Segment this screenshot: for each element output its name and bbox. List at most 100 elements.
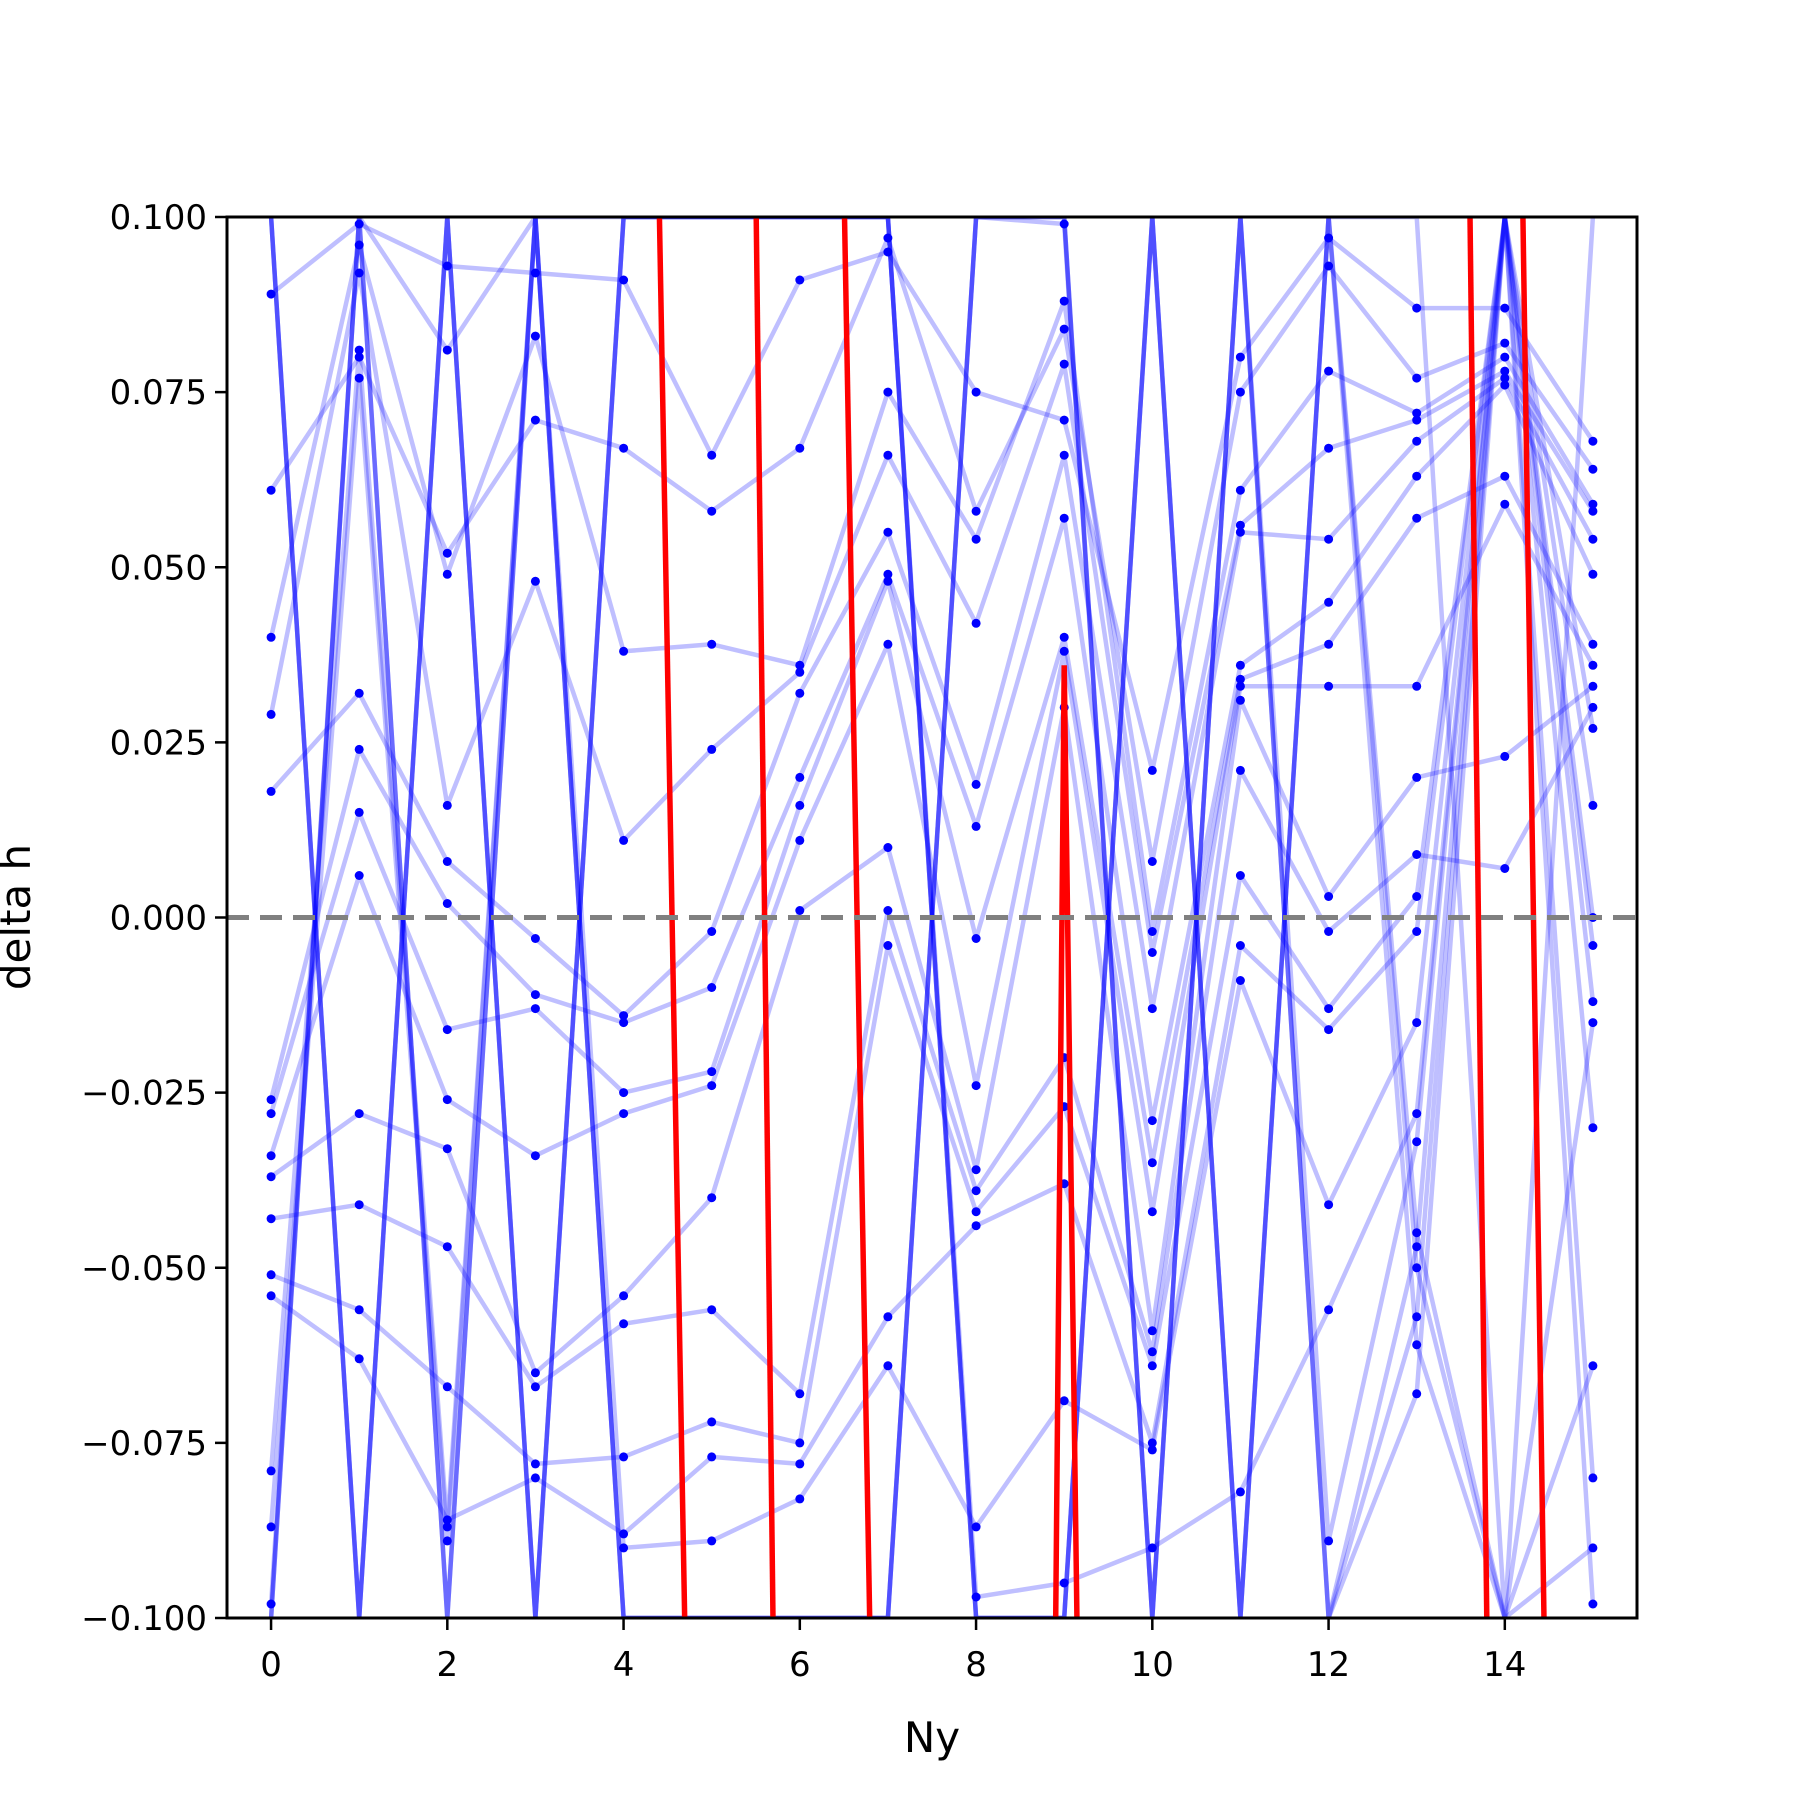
trajectory-point <box>1324 1536 1334 1546</box>
trajectory-point <box>1412 408 1422 418</box>
trajectory-point <box>1235 941 1245 950</box>
trajectory-point <box>1147 1445 1157 1455</box>
trajectory-point <box>619 1319 629 1329</box>
trajectory-point <box>1235 660 1245 670</box>
trajectory-point <box>442 1095 452 1105</box>
trajectory-point <box>707 506 717 516</box>
trajectory-line-12 <box>268 217 1596 1551</box>
trajectory-point <box>1588 681 1598 691</box>
trajectory-point <box>619 1109 629 1119</box>
trajectory-point <box>354 240 364 250</box>
x-tick-label: 8 <box>965 1645 987 1685</box>
trajectory-point <box>1059 219 1069 229</box>
trajectory-point <box>707 1417 717 1427</box>
trajectory-point <box>354 352 364 362</box>
trajectory-point <box>1412 1242 1422 1252</box>
trajectory-point <box>619 835 629 845</box>
trajectory-point <box>1412 1018 1422 1028</box>
trajectory-point <box>971 387 981 397</box>
trajectory-point <box>354 345 364 355</box>
trajectory-point <box>707 1193 717 1203</box>
trajectory-point <box>1147 1347 1157 1357</box>
trajectory-point <box>266 632 276 642</box>
trajectory-point <box>1324 681 1334 691</box>
trajectory-point <box>971 1522 981 1532</box>
trajectory-point <box>442 1515 452 1525</box>
trajectory-point <box>795 688 805 698</box>
trajectory-line-11 <box>269 217 1596 1537</box>
trajectory-point <box>1147 1207 1157 1217</box>
trajectory-point <box>442 548 452 558</box>
trajectory-point <box>1500 366 1510 376</box>
trajectory-point <box>1147 1543 1157 1553</box>
trajectory-line-0 <box>269 221 1595 773</box>
highlight-line-4 <box>1467 217 1490 1618</box>
x-tick-label: 0 <box>260 1645 282 1685</box>
trajectory-point <box>795 667 805 677</box>
trajectory-point <box>619 1543 629 1553</box>
trajectory-point <box>1588 660 1598 670</box>
y-tick-label: −0.050 <box>81 1249 207 1289</box>
trajectory-point <box>266 1095 276 1105</box>
trajectory-point <box>883 941 893 950</box>
trajectory-point <box>1235 765 1245 775</box>
trajectory-point <box>442 899 452 908</box>
trajectory-point <box>1235 352 1245 362</box>
trajectory-point <box>883 233 893 243</box>
trajectory-point <box>1412 850 1422 859</box>
trajectory-point <box>266 1214 276 1224</box>
trajectory-point <box>1500 338 1510 348</box>
trajectory-point <box>795 906 805 915</box>
trajectory-point <box>1412 513 1422 523</box>
trajectory-point <box>1324 1200 1334 1210</box>
trajectory-line-13 <box>268 217 1596 1600</box>
y-tick-label: −0.100 <box>81 1599 207 1639</box>
y-tick-label: 0.075 <box>110 373 207 413</box>
trajectory-point <box>266 1172 276 1182</box>
trajectory-point <box>1412 471 1422 481</box>
trajectory-point <box>266 1151 276 1161</box>
trajectory-point <box>971 821 981 831</box>
trajectory-point <box>1059 296 1069 306</box>
y-axis: −0.100 −0.075 −0.050 −0.025 0.000 0.025 0.050 0… <box>81 198 227 1639</box>
x-axis-title: Ny <box>904 1713 960 1762</box>
trajectory-point <box>883 906 893 915</box>
trajectory-point <box>1500 499 1510 509</box>
trajectory-point <box>530 990 540 1000</box>
trajectory-point <box>883 569 893 579</box>
trajectory-point <box>442 261 452 271</box>
trajectory-point <box>530 1151 540 1161</box>
trajectory-point <box>883 247 893 257</box>
y-tick-label: −0.075 <box>81 1424 207 1464</box>
trajectory-point <box>707 1305 717 1315</box>
trajectory-point <box>1500 373 1510 383</box>
trajectory-point <box>1588 702 1598 712</box>
trajectory-point <box>1412 303 1422 313</box>
trajectory-point <box>883 576 893 586</box>
trajectory-point <box>1588 506 1598 516</box>
trajectory-point <box>530 415 540 425</box>
trajectory-point <box>530 1004 540 1014</box>
trajectory-point <box>1324 639 1334 649</box>
trajectory-point <box>1147 857 1157 866</box>
trajectory-point <box>1059 1396 1069 1406</box>
trajectory-line-10 <box>270 217 1596 1467</box>
trajectory-point <box>354 1200 364 1210</box>
trajectory-point <box>707 1067 717 1077</box>
trajectory-point <box>1500 352 1510 362</box>
trajectory-point <box>1235 674 1245 684</box>
trajectory-point <box>971 1186 981 1196</box>
trajectory-point <box>1588 639 1598 649</box>
trajectory-point <box>442 1025 452 1035</box>
y-axis-title: delta h <box>0 844 40 990</box>
trajectory-point <box>1235 871 1245 880</box>
trajectory-point <box>1412 927 1422 936</box>
trajectory-point <box>1147 1158 1157 1168</box>
trajectory-point <box>971 534 981 544</box>
trajectory-point <box>883 527 893 537</box>
trajectory-point <box>1588 800 1598 810</box>
trajectory-point <box>619 646 629 656</box>
trajectory-point <box>266 289 276 299</box>
